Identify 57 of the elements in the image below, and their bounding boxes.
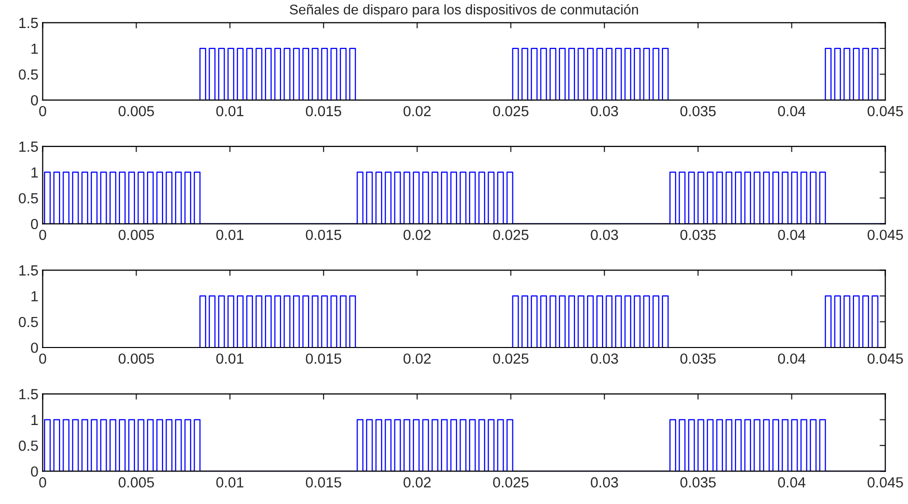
- y-tick-label: 1.5: [19, 18, 38, 28]
- x-tick-label: 0: [39, 477, 46, 488]
- y-tick-label: 0: [30, 218, 38, 230]
- x-tick-label: 0.005: [118, 230, 154, 240]
- x-tick-label: 0.035: [680, 353, 716, 364]
- x-tick-label: 0.02: [404, 477, 431, 488]
- x-tick-label: 0.01: [216, 477, 244, 488]
- y-tick-label: 0.5: [18, 69, 38, 80]
- x-tick-label: 0.02: [404, 230, 431, 240]
- x-tick-label: 0.03: [590, 230, 618, 240]
- x-tick-label: 0.025: [493, 353, 528, 364]
- x-tick-label: 0: [39, 230, 46, 240]
- x-tick-label: 0.03: [590, 477, 618, 488]
- x-tick-label: 0.04: [778, 106, 806, 116]
- x-tick-label: 0: [39, 353, 46, 364]
- y-tick-label: 0.5: [18, 193, 38, 204]
- x-tick-label: 0.005: [118, 477, 154, 488]
- y-tick-label: 1: [32, 44, 38, 54]
- y-tick-label: 1.5: [19, 389, 38, 400]
- x-tick-label: 0.015: [306, 353, 342, 364]
- x-tick-label: 0.005: [118, 106, 154, 116]
- chart-title: Señales de disparo para los dispositivos de conmutación: [290, 4, 638, 18]
- x-tick-label: 0.015: [306, 477, 342, 488]
- y-tick-label: 0.5: [18, 316, 38, 328]
- x-tick-label: 0.035: [680, 230, 716, 240]
- x-tick-label: 0.035: [680, 106, 716, 116]
- x-tick-label: 0.015: [306, 230, 342, 240]
- x-tick-label: 0.03: [590, 106, 618, 116]
- x-tick-label: 0.015: [306, 106, 342, 116]
- x-tick-label: 0.025: [493, 477, 528, 488]
- y-tick-label: 0: [30, 95, 38, 106]
- x-tick-label: 0.045: [868, 106, 903, 116]
- x-tick-label: 0.04: [778, 477, 806, 488]
- x-tick-label: 0: [39, 106, 46, 116]
- y-tick-label: 1: [32, 291, 38, 302]
- x-tick-label: 0.01: [216, 230, 244, 240]
- x-tick-label: 0.045: [868, 353, 903, 364]
- x-tick-label: 0.045: [868, 230, 903, 240]
- x-tick-label: 0.025: [493, 106, 528, 116]
- x-tick-label: 0.035: [680, 477, 716, 488]
- x-tick-label: 0.02: [404, 353, 431, 364]
- y-tick-label: 1: [32, 167, 38, 178]
- y-tick-label: 1.5: [19, 265, 38, 276]
- y-tick-label: 0: [30, 342, 38, 353]
- y-tick-label: 0.5: [18, 440, 38, 451]
- x-tick-label: 0.04: [778, 230, 806, 240]
- x-tick-label: 0.045: [868, 477, 903, 488]
- x-tick-label: 0.01: [216, 106, 244, 116]
- x-tick-label: 0.03: [590, 353, 618, 364]
- y-tick-label: 0: [30, 466, 38, 477]
- x-tick-label: 0.01: [216, 353, 244, 364]
- x-tick-label: 0.025: [493, 230, 528, 240]
- x-tick-label: 0.04: [778, 353, 806, 364]
- x-tick-label: 0.02: [404, 106, 431, 116]
- x-tick-label: 0.005: [118, 353, 154, 364]
- y-tick-label: 1: [32, 414, 38, 425]
- y-tick-label: 1.5: [19, 142, 38, 152]
